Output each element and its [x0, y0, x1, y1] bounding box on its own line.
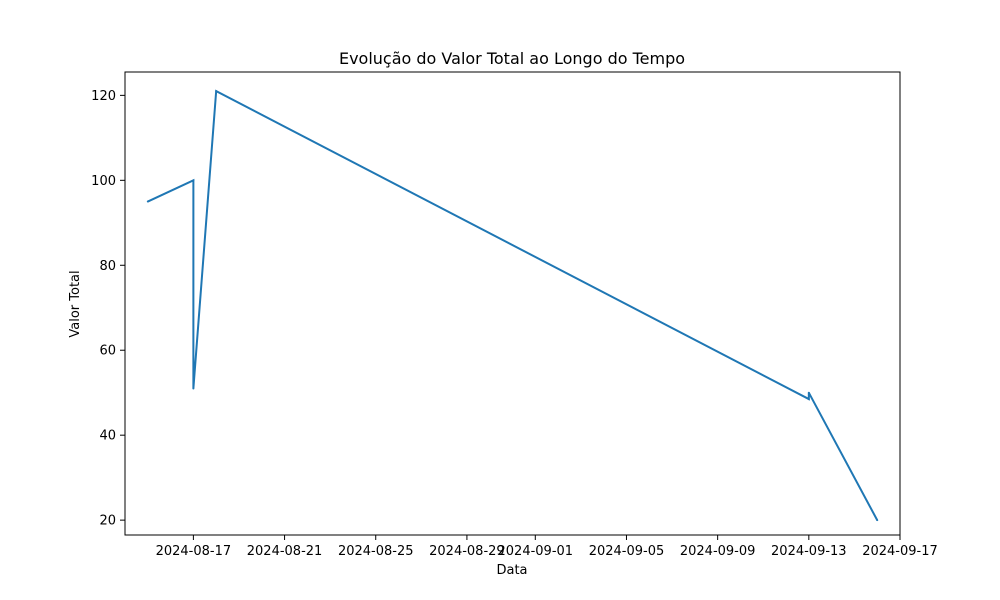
chart-title: Evolução do Valor Total ao Longo do Temp… — [339, 49, 685, 68]
y-tick-label: 60 — [99, 344, 116, 359]
x-tick-label: 2024-08-25 — [338, 544, 414, 559]
data-point — [215, 90, 218, 93]
x-axis-label: Data — [496, 563, 527, 578]
x-axis-ticks: 2024-08-17 2024-08-21 2024-08-25 2024-08-29… — [156, 535, 938, 559]
series-line — [147, 89, 879, 521]
x-tick-label: 2024-09-01 — [498, 544, 574, 559]
y-tick-label: 20 — [99, 514, 116, 529]
data-point — [192, 179, 195, 182]
series-layer — [146, 89, 879, 522]
y-tick-label: 40 — [99, 429, 116, 444]
x-tick-label: 2024-08-21 — [247, 544, 323, 559]
x-tick-label: 2024-09-13 — [771, 544, 847, 559]
x-tick-label: 2024-09-17 — [862, 544, 938, 559]
data-point — [807, 398, 810, 401]
x-tick-label: 2024-08-29 — [429, 544, 505, 559]
data-point — [192, 387, 195, 390]
x-tick-label: 2024-09-09 — [680, 544, 756, 559]
data-point — [807, 391, 810, 394]
y-tick-label: 80 — [99, 259, 116, 274]
y-axis-label: Valor Total — [68, 270, 83, 337]
x-tick-label: 2024-08-17 — [156, 544, 232, 559]
y-tick-label: 100 — [91, 174, 116, 189]
y-axis-ticks: 20 40 60 80 100 120 — [91, 89, 125, 529]
plot-frame — [124, 71, 901, 536]
x-tick-label: 2024-09-05 — [589, 544, 665, 559]
data-point — [146, 200, 149, 203]
y-tick-label: 120 — [91, 89, 116, 104]
data-point — [876, 519, 879, 522]
